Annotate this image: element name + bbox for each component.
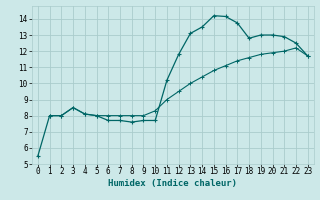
- X-axis label: Humidex (Indice chaleur): Humidex (Indice chaleur): [108, 179, 237, 188]
